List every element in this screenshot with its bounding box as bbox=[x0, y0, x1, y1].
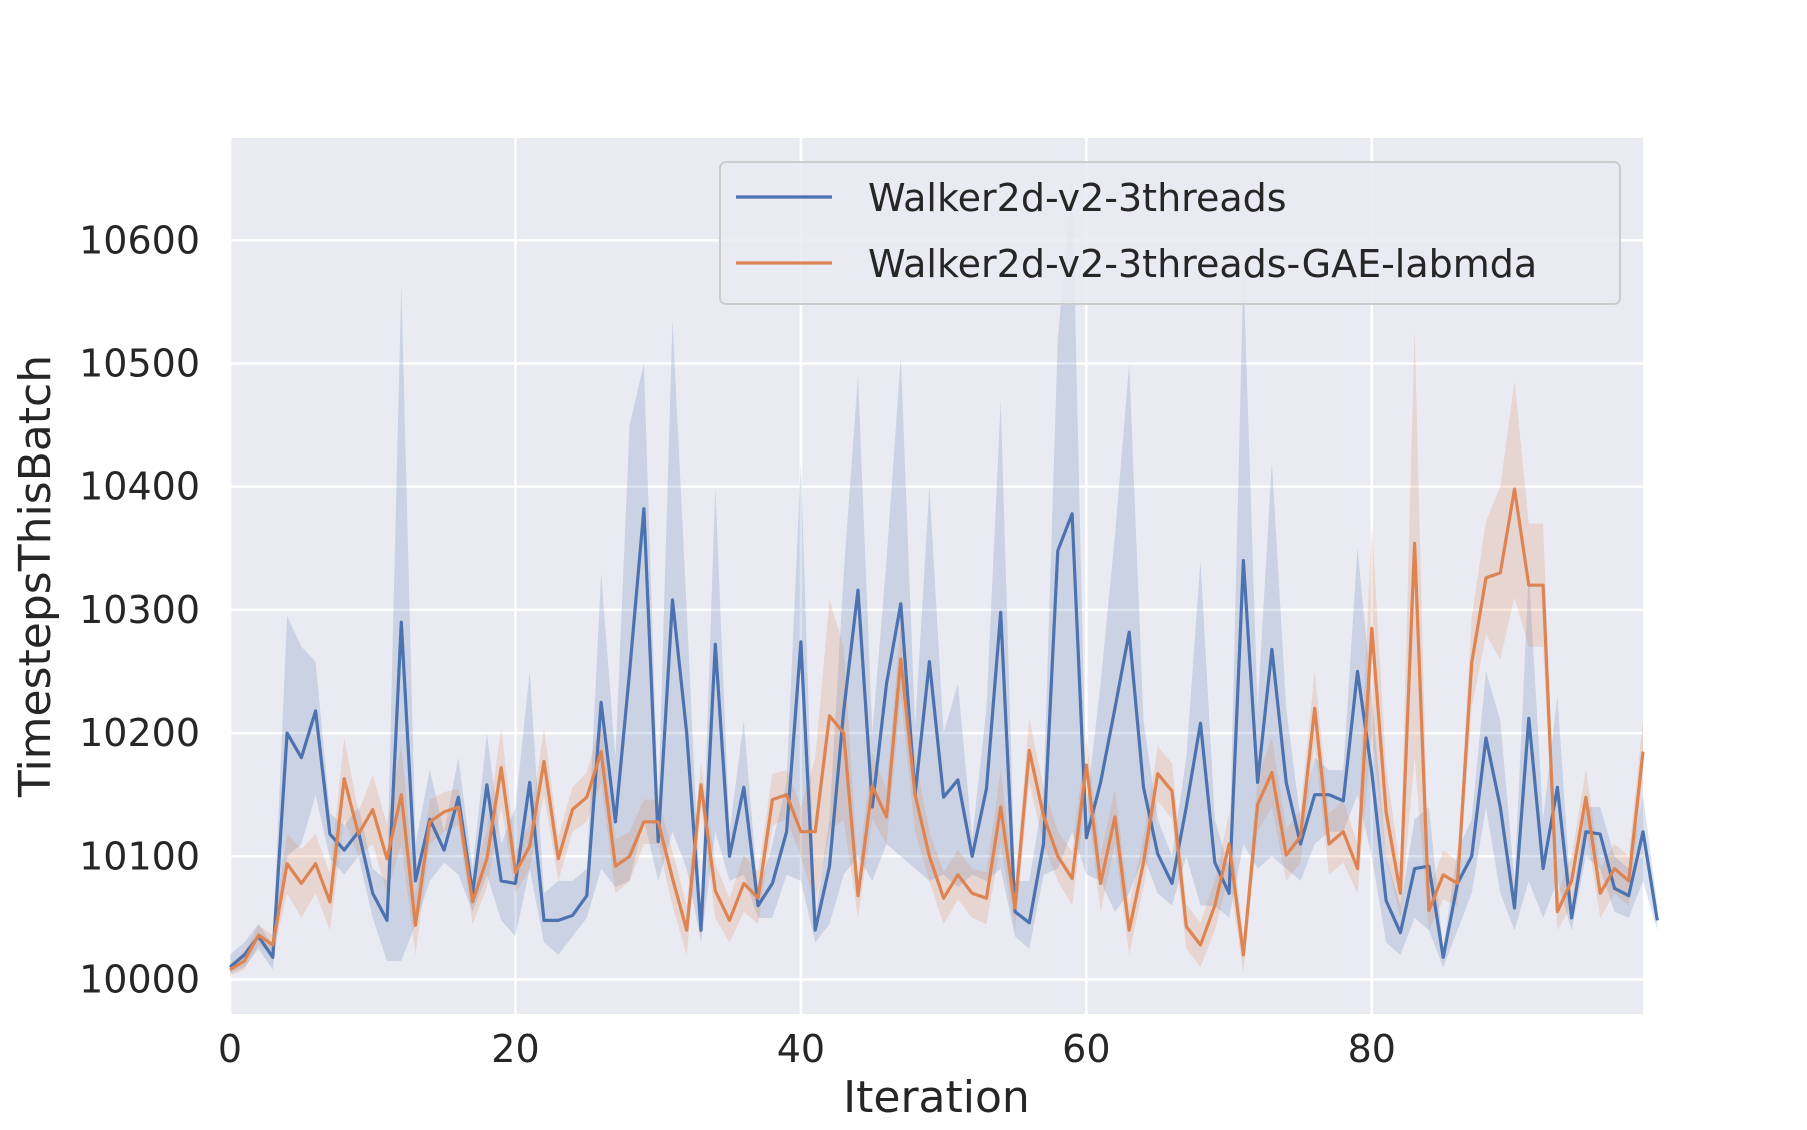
x-axis-label: Iteration bbox=[843, 1072, 1030, 1123]
x-tick-labels: 0 20 40 60 80 bbox=[218, 1027, 1396, 1071]
y-tick-labels: 10000 10100 10200 10300 10400 10500 10600 bbox=[79, 218, 200, 1001]
confidence-band-series-1 bbox=[230, 329, 1643, 976]
y-tick-label: 10200 bbox=[79, 711, 200, 755]
y-tick-label: 10600 bbox=[79, 218, 200, 262]
legend-box bbox=[719, 161, 1621, 305]
legend-label-series-0: Walker2d-v2-3threads bbox=[868, 176, 1287, 220]
x-tick-label: 60 bbox=[1062, 1027, 1110, 1071]
y-tick-label: 10100 bbox=[79, 834, 200, 878]
legend: Walker2d-v2-3threads Walker2d-v2-3thread… bbox=[719, 161, 1621, 305]
y-tick-label: 10500 bbox=[79, 341, 200, 385]
y-tick-label: 10400 bbox=[79, 465, 200, 509]
series-line-1 bbox=[229, 487, 1645, 971]
x-tick-label: 80 bbox=[1348, 1027, 1396, 1071]
x-tick-label: 20 bbox=[491, 1027, 539, 1071]
x-tick-label: 0 bbox=[218, 1027, 242, 1071]
y-tick-label: 10300 bbox=[79, 588, 200, 632]
legend-label-series-1: Walker2d-v2-3threads-GAE-labmda bbox=[868, 242, 1537, 286]
series-lines bbox=[228, 487, 1659, 971]
y-tick-label: 10000 bbox=[79, 958, 200, 1002]
y-axis-label: TimestepsThisBatch bbox=[10, 355, 61, 798]
x-tick-label: 40 bbox=[777, 1027, 825, 1071]
